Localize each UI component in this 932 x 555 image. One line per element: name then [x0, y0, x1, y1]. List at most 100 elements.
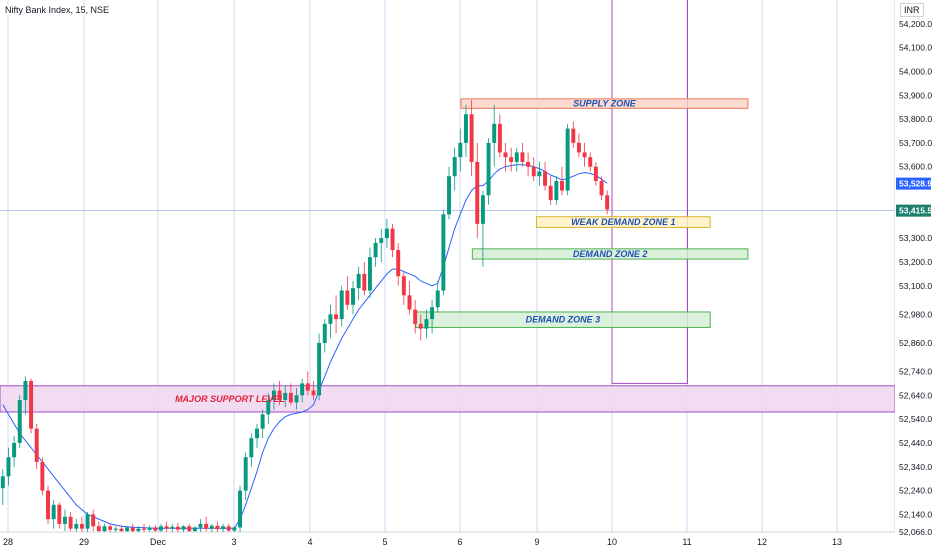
- candle-body: [147, 527, 152, 530]
- candle-body: [23, 381, 28, 401]
- candle-body: [221, 526, 226, 530]
- price-tick-label: 52,140.00: [899, 509, 932, 519]
- projection-box: [611, 0, 688, 384]
- candle: [317, 333, 322, 401]
- candle: [147, 525, 152, 532]
- candle-body: [125, 527, 130, 532]
- candle: [12, 435, 17, 467]
- candle: [407, 281, 412, 315]
- candle-body: [226, 526, 231, 531]
- candle-body: [0, 476, 5, 489]
- candle: [543, 161, 548, 191]
- price-tick-label: 53,300.00: [899, 233, 932, 243]
- candle-body: [96, 526, 101, 532]
- zone-label: WEAK DEMAND ZONE 1: [571, 217, 676, 227]
- candle: [238, 485, 243, 532]
- price-tick-label: 53,600.00: [899, 162, 932, 172]
- candle: [593, 161, 598, 186]
- candle-body: [418, 323, 423, 329]
- price-tick-label: 54,100.00: [899, 43, 932, 53]
- candle: [91, 509, 96, 532]
- candle: [526, 152, 531, 177]
- candle: [424, 309, 429, 339]
- time-tick-label: 12: [757, 537, 767, 547]
- candle: [153, 525, 158, 532]
- time-tick-label: 10: [607, 537, 617, 547]
- candle: [187, 523, 192, 532]
- candle: [430, 300, 435, 334]
- candle: [565, 123, 570, 196]
- candle-body: [322, 323, 327, 343]
- zone-layer: [0, 98, 896, 413]
- candle-body: [480, 195, 485, 224]
- candle: [356, 266, 361, 301]
- candle-body: [447, 176, 452, 215]
- candle-body: [57, 504, 62, 524]
- candle-body: [243, 457, 248, 491]
- candle: [136, 526, 141, 532]
- price-axis-bg: [895, 0, 932, 550]
- candle-body: [136, 528, 141, 532]
- price-tick-label: 53,800.00: [899, 114, 932, 124]
- price-tick-label: 52,066.00: [899, 527, 932, 537]
- candle: [554, 176, 559, 205]
- candle: [379, 228, 384, 262]
- price-tick-label: 53,700.00: [899, 138, 932, 148]
- candle-body: [249, 438, 254, 458]
- zone-label-layer: SUPPLY ZONE WEAK DEMAND ZONE 1 DEMAND ZONE…: [175, 99, 676, 404]
- candle: [463, 104, 468, 158]
- time-tick-label: 11: [682, 537, 691, 547]
- zone-supply-rect: [460, 98, 749, 109]
- candle: [175, 522, 180, 532]
- candle: [435, 281, 440, 312]
- candle: [294, 388, 299, 410]
- candle: [300, 378, 305, 403]
- candle-body: [192, 527, 197, 532]
- candle: [51, 500, 56, 529]
- candle: [514, 147, 519, 172]
- zone-label: SUPPLY ZONE: [573, 99, 637, 109]
- zone-weak-rect: [536, 216, 711, 228]
- candle: [164, 521, 169, 532]
- candle: [384, 219, 389, 248]
- candle: [401, 271, 406, 305]
- candle-body: [305, 383, 310, 391]
- grid: [0, 0, 896, 533]
- candle: [74, 519, 79, 532]
- candle-body: [232, 527, 237, 531]
- candle: [266, 392, 271, 424]
- candle: [531, 157, 536, 181]
- candle-body: [102, 526, 107, 532]
- currency-button[interactable]: INR: [900, 3, 924, 17]
- zone-label: MAJOR SUPPORT LEVEL: [175, 394, 285, 404]
- candle-body: [51, 504, 56, 520]
- candle: [588, 152, 593, 172]
- time-tick-label: Dec: [150, 537, 167, 547]
- candle-body: [407, 295, 412, 310]
- candle-body: [181, 526, 186, 530]
- candle-body: [339, 290, 344, 320]
- candle-body: [413, 309, 418, 324]
- candle-body: [119, 528, 124, 532]
- candle-body: [271, 390, 276, 401]
- time-tick-label: 6: [457, 537, 462, 547]
- candle-body: [469, 114, 474, 162]
- candle-body: [283, 392, 288, 401]
- candle-body: [215, 525, 220, 530]
- candle: [113, 526, 118, 532]
- crosshair-price-tag: [896, 204, 931, 217]
- candle: [322, 319, 327, 353]
- zone-support-rect: [0, 385, 896, 413]
- zone-label: DEMAND ZONE 3: [526, 315, 601, 325]
- zone-label: DEMAND ZONE 2: [573, 249, 648, 259]
- candle: [345, 276, 350, 310]
- candle-body: [46, 490, 50, 520]
- candle: [85, 511, 90, 532]
- candle-body: [424, 319, 429, 329]
- candle: [119, 525, 124, 532]
- candle-body: [582, 152, 587, 158]
- candle: [181, 525, 186, 532]
- candle-body: [475, 161, 480, 224]
